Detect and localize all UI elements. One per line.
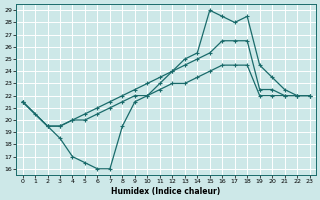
X-axis label: Humidex (Indice chaleur): Humidex (Indice chaleur) — [111, 187, 221, 196]
